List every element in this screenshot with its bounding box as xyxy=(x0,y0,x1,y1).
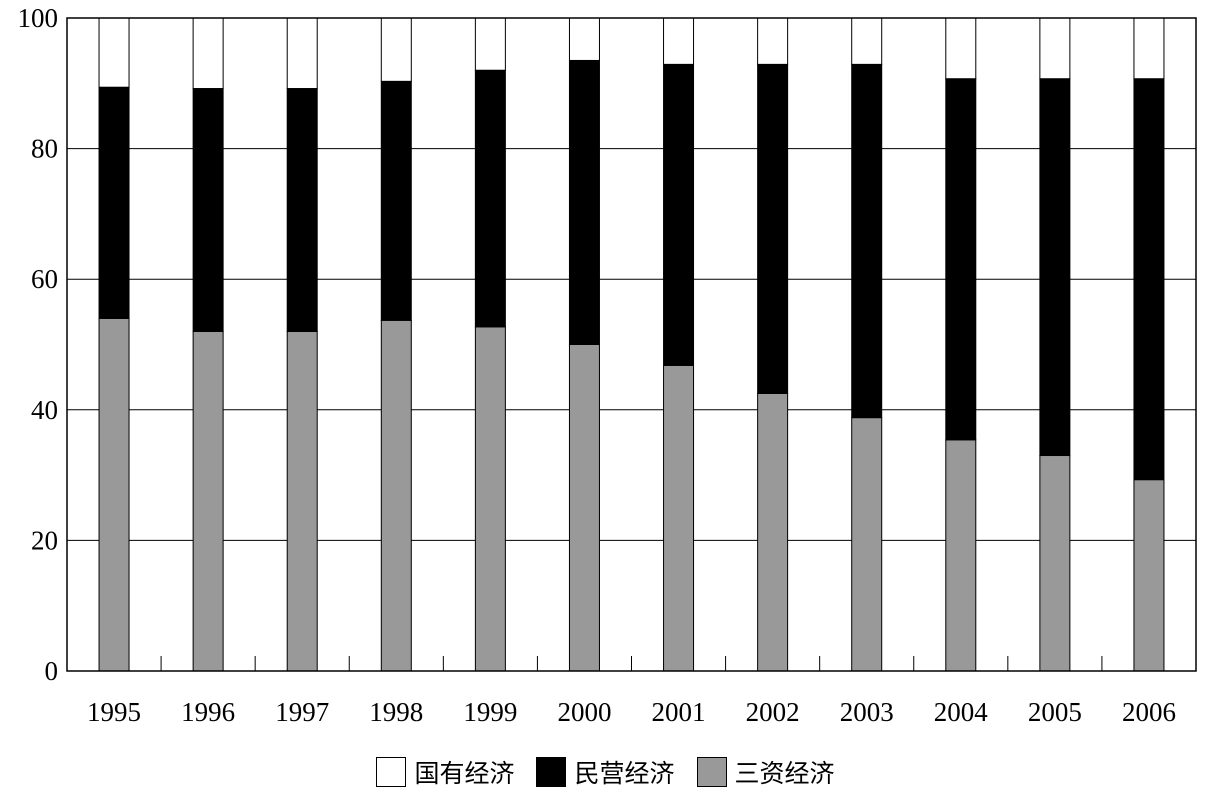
bar-segment xyxy=(663,63,695,366)
bar-segment xyxy=(851,63,883,419)
legend-label-foreign: 三资经济 xyxy=(734,759,835,788)
y-tick-label: 0 xyxy=(45,656,59,686)
x-tick-label: 2000 xyxy=(557,697,611,727)
x-tick-label: 1997 xyxy=(275,697,329,727)
x-tick-label: 2003 xyxy=(840,697,894,727)
y-tick-label: 100 xyxy=(18,3,59,33)
bar-segment xyxy=(945,78,977,441)
bar-segment xyxy=(98,317,130,672)
bar-stack-1995 xyxy=(98,17,130,672)
x-tick-label: 2006 xyxy=(1122,697,1176,727)
bar-segment xyxy=(568,59,600,345)
stacked-bar-chart: 0 20 40 60 80 100 1995 1996 1997 1998 1999 2000 200… xyxy=(18,3,1197,727)
bar-stack-1999 xyxy=(474,17,506,672)
legend: 国有经济 民营经济 三资经济 xyxy=(0,750,1211,794)
bar-segment xyxy=(663,17,695,65)
y-tick-label: 40 xyxy=(31,395,58,425)
bar-segment xyxy=(1133,78,1165,481)
legend-swatch-state xyxy=(376,757,407,787)
legend-item-foreign: 三资经济 xyxy=(696,754,835,790)
y-tick-label: 20 xyxy=(31,525,58,555)
bar-segment xyxy=(568,344,600,672)
x-tick-label: 1995 xyxy=(87,697,141,727)
bar-segment xyxy=(286,17,318,90)
x-tick-label: 2002 xyxy=(746,697,800,727)
gridlines xyxy=(67,17,1196,672)
bar-segment xyxy=(851,17,883,65)
bar-segment xyxy=(757,17,789,65)
bar-stack-1998 xyxy=(380,17,412,672)
bar-segment xyxy=(851,417,883,672)
bars xyxy=(98,17,1165,672)
bar-segment xyxy=(1039,78,1071,457)
bar-segment xyxy=(98,17,130,88)
bar-stack-1997 xyxy=(286,17,318,672)
y-tick-label: 80 xyxy=(31,134,58,164)
bar-segment xyxy=(663,364,695,672)
legend-item-state: 国有经济 xyxy=(376,754,514,790)
bar-segment xyxy=(474,17,506,71)
x-tick-label: 2005 xyxy=(1028,697,1082,727)
bar-segment xyxy=(380,319,412,672)
legend-item-private: 民营经济 xyxy=(536,754,675,790)
bar-segment xyxy=(568,17,600,61)
bar-stack-2005 xyxy=(1039,17,1071,672)
bar-segment xyxy=(192,88,224,332)
y-tick-label: 60 xyxy=(31,264,58,294)
bar-stack-2001 xyxy=(663,17,695,672)
x-tick-label: 1999 xyxy=(463,697,517,727)
x-tick-marks xyxy=(160,656,1103,671)
y-tick-labels: 0 20 40 60 80 100 xyxy=(18,3,59,686)
bar-segment xyxy=(945,439,977,672)
bar-segment xyxy=(192,17,224,90)
bar-segment xyxy=(757,392,789,672)
plot-frame xyxy=(66,17,1197,672)
bar-segment xyxy=(1039,17,1071,80)
bar-stack-2002 xyxy=(757,17,789,672)
bar-segment xyxy=(380,17,412,82)
bar-stack-2004 xyxy=(945,17,977,672)
bar-segment xyxy=(474,326,506,672)
x-tick-label: 2001 xyxy=(652,697,706,727)
legend-label-private: 民营经济 xyxy=(574,759,675,788)
x-tick-label: 2004 xyxy=(934,697,989,727)
x-tick-labels: 1995 1996 1997 1998 1999 2000 2001 2002 2003 2004… xyxy=(87,697,1176,727)
bar-segment xyxy=(474,69,506,328)
bar-segment xyxy=(192,330,224,672)
bar-stack-2000 xyxy=(568,17,600,672)
bar-stack-2006 xyxy=(1133,17,1165,672)
bar-stack-2003 xyxy=(851,17,883,672)
bar-segment xyxy=(1039,455,1071,672)
bar-segment xyxy=(286,330,318,672)
bar-stack-1996 xyxy=(192,17,224,672)
legend-swatch-foreign xyxy=(696,757,727,787)
x-tick-label: 1996 xyxy=(181,697,235,727)
bar-segment xyxy=(1133,17,1165,80)
bar-segment xyxy=(380,80,412,321)
bar-segment xyxy=(1133,479,1165,672)
legend-swatch-private xyxy=(536,757,567,787)
x-tick-label: 1998 xyxy=(369,697,423,727)
bar-segment xyxy=(286,88,318,332)
bar-segment xyxy=(757,63,789,394)
bar-segment xyxy=(98,86,130,319)
bar-segment xyxy=(945,17,977,80)
legend-label-state: 国有经济 xyxy=(414,759,515,788)
